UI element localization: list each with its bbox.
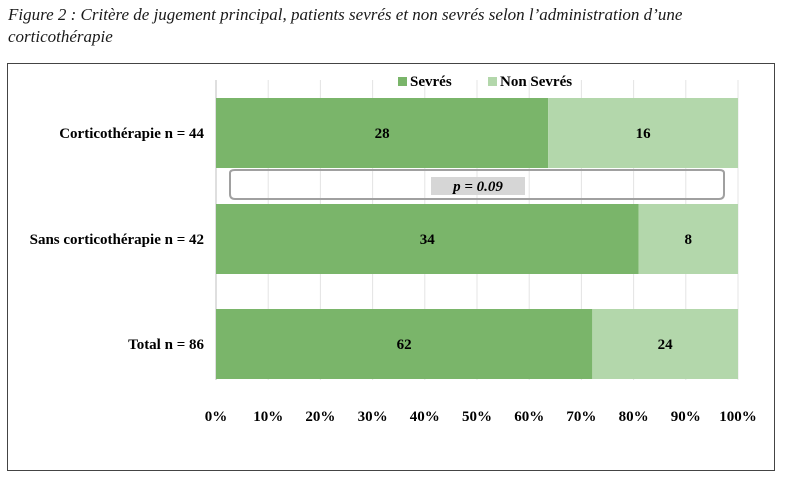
bar-non-sevres xyxy=(592,309,738,379)
bar-sevres xyxy=(216,309,593,379)
bars xyxy=(216,98,738,379)
data-label: 8 xyxy=(685,232,693,248)
bar-non-sevres xyxy=(548,98,738,168)
figure-caption: Figure 2 : Critère de jugement principal… xyxy=(8,5,683,46)
category-labels: Corticothérapie n = 44 Sans corticothérap… xyxy=(30,126,205,353)
bracket-lower xyxy=(229,173,725,200)
x-tick-label: 100% xyxy=(719,409,757,425)
legend-swatch xyxy=(488,77,497,86)
x-tick-labels: 0% 10% 20% 30% 40% 50% 60% 70% 80% 90% 100% xyxy=(205,409,757,425)
legend: Sevrés Non Sevrés xyxy=(398,74,572,90)
x-tick-label: 0% xyxy=(205,409,228,425)
data-labels: 28 16 34 8 62 24 xyxy=(375,126,692,353)
chart-frame xyxy=(7,63,775,471)
x-tick-label: 50% xyxy=(462,409,492,425)
data-label: 24 xyxy=(658,337,674,353)
p-value-box xyxy=(431,177,525,195)
bar-sevres xyxy=(216,204,639,274)
x-tick-label: 90% xyxy=(671,409,701,425)
data-label: 62 xyxy=(397,337,412,353)
p-value-annotation: p = 0.09 xyxy=(229,169,725,200)
x-tick-label: 70% xyxy=(566,409,596,425)
x-tick-label: 30% xyxy=(358,409,388,425)
bracket-upper xyxy=(229,169,725,174)
x-tick-label: 80% xyxy=(619,409,649,425)
x-tick-label: 20% xyxy=(305,409,335,425)
data-label: 16 xyxy=(636,126,652,142)
bar-sevres xyxy=(216,98,549,168)
x-tick-label: 40% xyxy=(410,409,440,425)
p-value-label: p = 0.09 xyxy=(451,179,503,195)
bar-non-sevres xyxy=(638,204,738,274)
legend-label: Non Sevrés xyxy=(500,74,572,90)
legend-swatch xyxy=(398,77,407,86)
category-label: Corticothérapie n = 44 xyxy=(59,126,204,142)
x-tick-label: 10% xyxy=(253,409,283,425)
legend-label: Sevrés xyxy=(410,74,452,90)
category-label: Total n = 86 xyxy=(128,337,204,353)
data-label: 34 xyxy=(420,232,436,248)
data-label: 28 xyxy=(375,126,390,142)
x-tick-label: 60% xyxy=(514,409,544,425)
category-label: Sans corticothérapie n = 42 xyxy=(30,232,204,248)
